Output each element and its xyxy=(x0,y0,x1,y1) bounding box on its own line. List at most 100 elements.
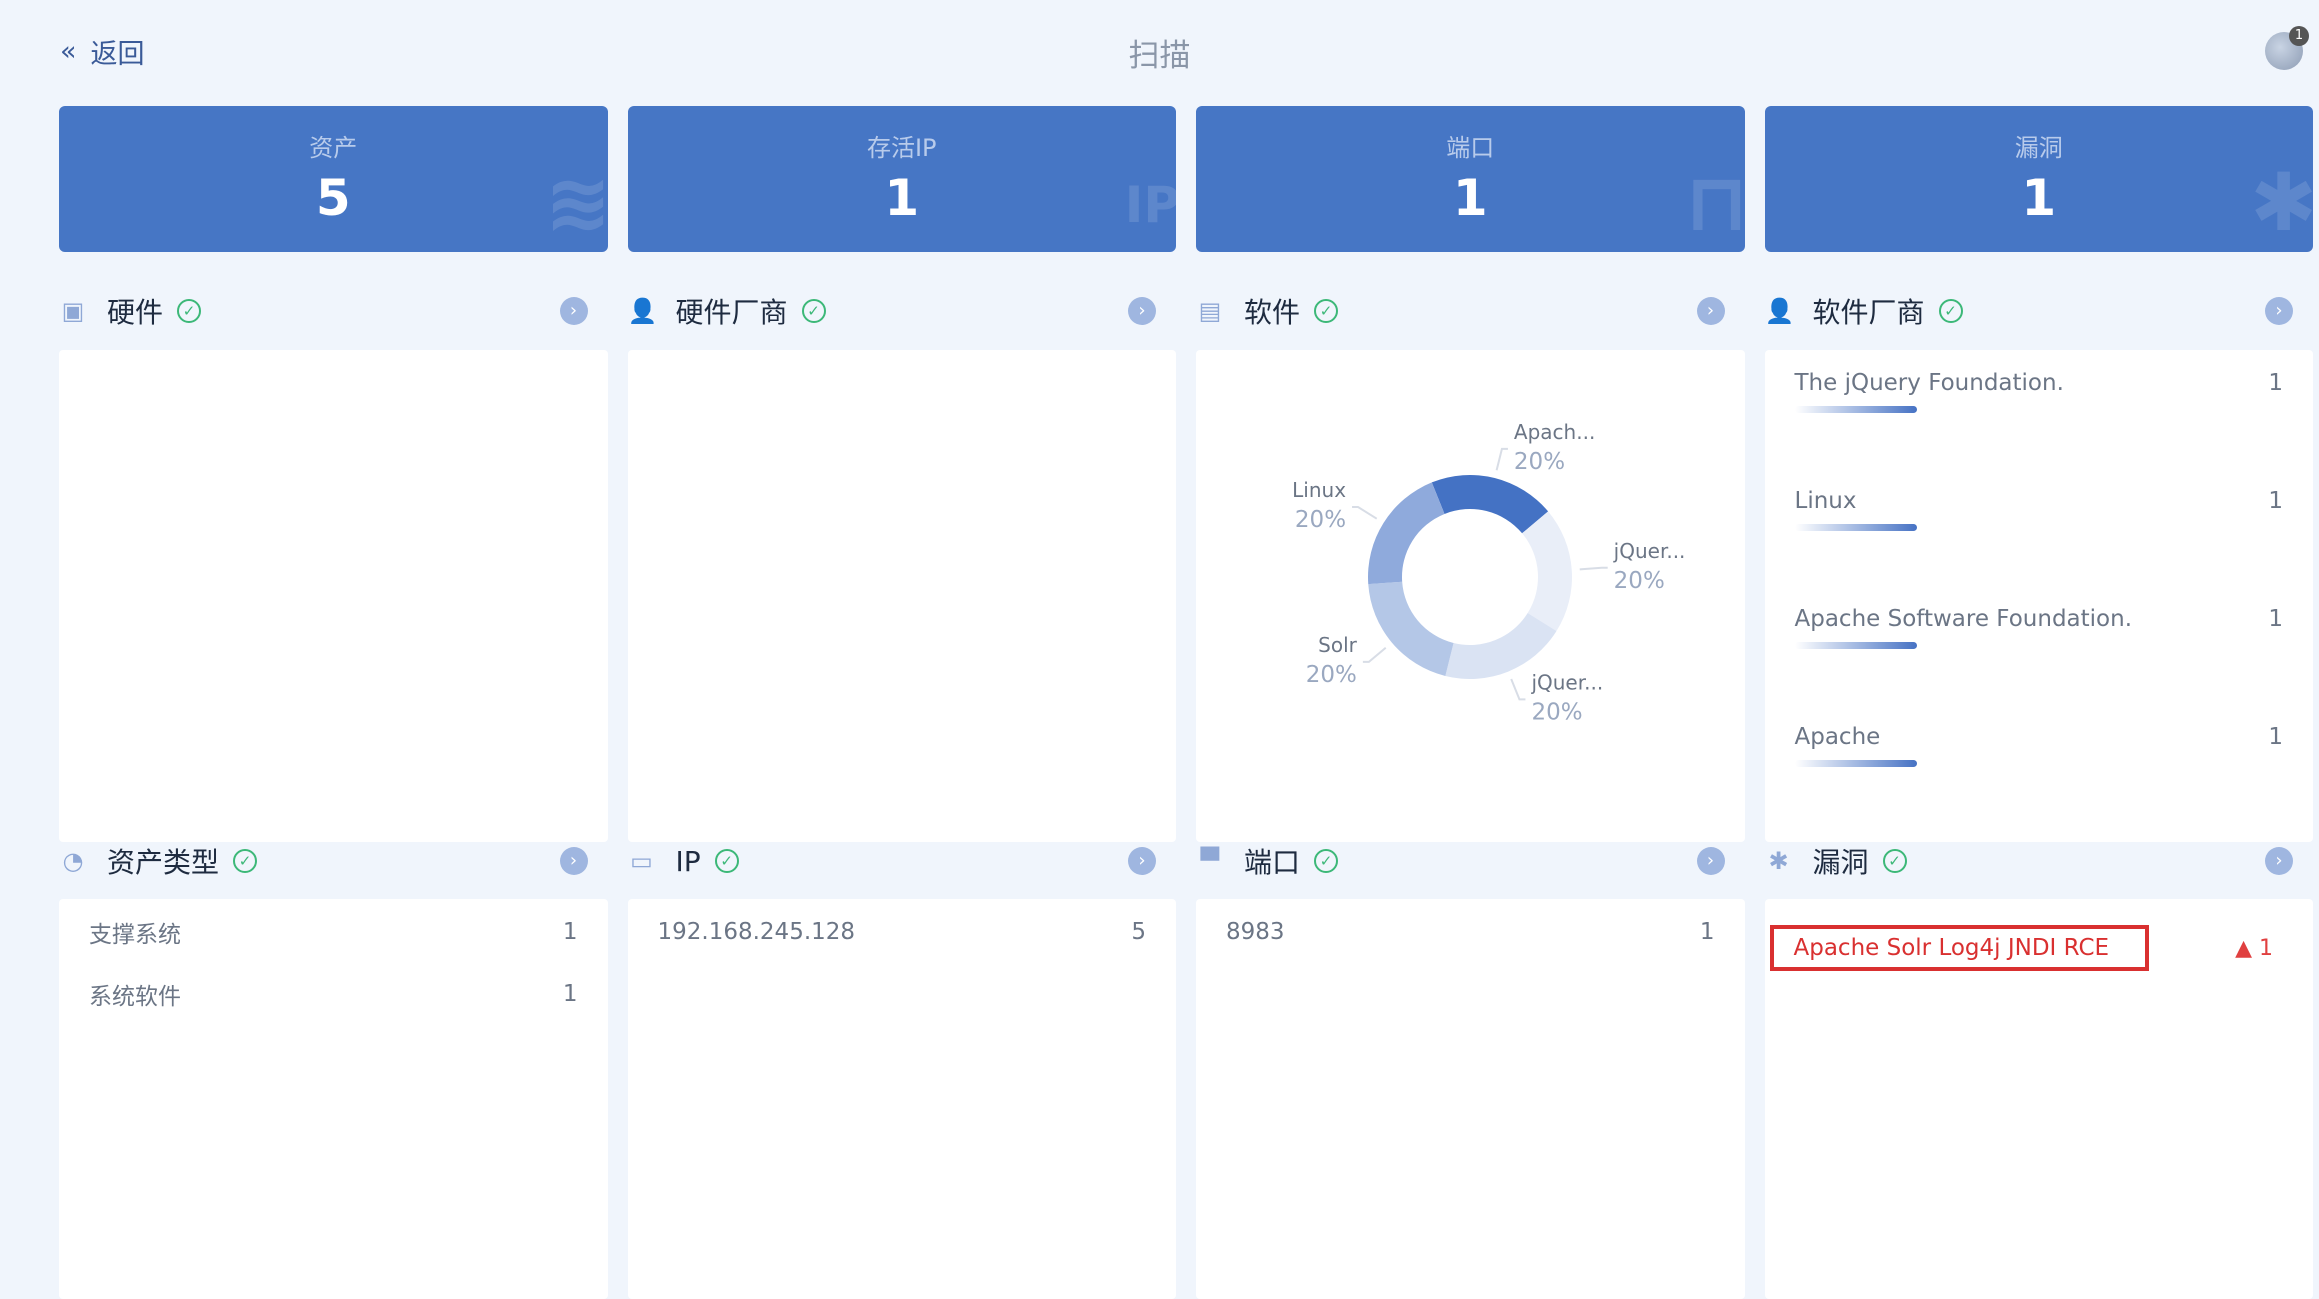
item-name: 8983 xyxy=(1226,919,1285,945)
check-circle-icon: ✓ xyxy=(1938,299,1963,323)
list-item[interactable]: Linux 1 xyxy=(1794,488,2283,606)
donut-slice[interactable] xyxy=(1431,475,1549,534)
double-chevron-left-icon: « xyxy=(60,36,77,67)
software-vendor-panel: The jQuery Foundation. 1 Linux 1 Apache So… xyxy=(1764,350,2313,842)
slice-label: 20% xyxy=(1514,449,1565,475)
top-bar: « 返回 扫描 1 xyxy=(0,0,2319,100)
list-item[interactable]: The jQuery Foundation. 1 xyxy=(1794,370,2283,488)
port-panel: 8983 1 xyxy=(1196,899,1745,1299)
notification-badge: 1 xyxy=(2289,26,2309,46)
header-vuln: ✱ 漏洞 ✓ › xyxy=(1765,841,2314,881)
slice-label: 20% xyxy=(1531,699,1582,725)
header-hardware-vendor: 👤 硬件厂商 ✓ › xyxy=(628,291,1177,331)
ip-pin-icon: IP xyxy=(1124,176,1176,234)
more-button[interactable]: › xyxy=(1128,297,1156,325)
monitor-icon: ▭ xyxy=(630,847,653,875)
panels-row-1: Apach... 20% jQuer... 20% jQuer... 20% Solr 20%… xyxy=(59,350,2313,842)
slice-label: 20% xyxy=(1614,568,1665,594)
stat-label: 漏洞 xyxy=(2014,134,2063,162)
vendor-name: The jQuery Foundation. xyxy=(1794,370,2064,396)
item-count: 1 xyxy=(562,919,578,945)
globe-icon[interactable]: 1 xyxy=(2265,26,2309,70)
stat-card-assets[interactable]: 资产 5 ≋ xyxy=(59,106,608,252)
stat-value: 1 xyxy=(1452,169,1488,227)
check-circle-icon: ✓ xyxy=(714,849,739,873)
slice-label: Linux xyxy=(1292,478,1346,502)
slice-label: jQuer... xyxy=(1530,670,1603,694)
section-title: 端口 xyxy=(1244,846,1301,879)
vendor-count: 1 xyxy=(2268,488,2283,514)
slice-label: 20% xyxy=(1306,662,1357,688)
check-circle-icon: ✓ xyxy=(177,299,202,323)
more-button[interactable]: › xyxy=(2265,297,2293,325)
label-line xyxy=(1510,678,1526,701)
list-item[interactable]: 系统软件 1 xyxy=(59,963,608,1025)
vendor-bar xyxy=(1794,406,1917,413)
section-headers-1: ▣ 硬件 ✓ › 👤 硬件厂商 ✓ › ▤ 软件 ✓ › 👤 软件厂商 ✓ › xyxy=(59,291,2313,331)
label-line xyxy=(1362,646,1387,663)
section-title: IP xyxy=(675,844,701,878)
vendor-name: Apache Software Foundation. xyxy=(1794,606,2133,632)
list-item[interactable]: 支撑系统 1 xyxy=(59,901,608,963)
donut-slice[interactable] xyxy=(1368,581,1454,676)
panels-row-2: 支撑系统 1 系统软件 1 192.168.245.128 5 8983 1 Apach… xyxy=(59,899,2313,1299)
donut-slice[interactable] xyxy=(1368,482,1445,585)
section-title: 软件 xyxy=(1244,296,1301,329)
header-port: ▀ 端口 ✓ › xyxy=(1196,841,1745,881)
vendor-name: Linux xyxy=(1794,488,1857,514)
donut-slice[interactable] xyxy=(1522,511,1572,632)
check-circle-icon: ✓ xyxy=(1882,849,1907,873)
more-button[interactable]: › xyxy=(1696,297,1725,325)
stat-card-live-ip[interactable]: 存活IP 1 IP xyxy=(627,106,1176,252)
ip-panel: 192.168.245.128 5 xyxy=(627,899,1177,1299)
list-item[interactable]: 8983 1 xyxy=(1196,901,1745,963)
stat-label: 资产 xyxy=(309,134,358,162)
vuln-count-wrap: ▲ 1 xyxy=(2235,936,2273,961)
label-line xyxy=(1495,447,1508,471)
pie-icon: ◔ xyxy=(62,847,84,875)
label-line xyxy=(1579,566,1608,571)
software-donut-chart: Apach... 20% jQuer... 20% jQuer... 20% Solr 20%… xyxy=(1292,420,1685,725)
back-label: 返回 xyxy=(90,39,145,70)
check-circle-icon: ✓ xyxy=(1314,849,1339,873)
bug-icon: ✱ xyxy=(2249,156,2313,249)
stats-row: 资产 5 ≋ 存活IP 1 IP 端口 1 ⊓ 漏洞 1 ✱ xyxy=(59,106,2313,252)
vendor-name: Apache xyxy=(1794,724,1881,750)
hardware-panel xyxy=(59,350,608,842)
stat-value: 1 xyxy=(884,169,920,227)
donut-slice[interactable] xyxy=(1445,613,1557,679)
more-button[interactable]: › xyxy=(2265,847,2293,875)
vuln-name[interactable]: Apache Solr Log4j JNDI RCE xyxy=(1769,925,2150,971)
list-item[interactable]: Apache Software Foundation. 1 xyxy=(1794,606,2283,724)
item-count: 5 xyxy=(1131,919,1146,945)
stat-card-ports[interactable]: 端口 1 ⊓ xyxy=(1196,106,1745,252)
check-circle-icon: ✓ xyxy=(233,849,258,873)
more-button[interactable]: › xyxy=(1696,847,1725,875)
back-button[interactable]: « 返回 xyxy=(60,32,145,71)
vuln-count: 1 xyxy=(2259,935,2273,961)
list-item[interactable]: 192.168.245.128 5 xyxy=(628,901,1177,963)
vendor-bar xyxy=(1794,524,1917,531)
item-count: 1 xyxy=(1699,919,1715,945)
code-window-icon: ▤ xyxy=(1198,297,1222,325)
warning-icon: ▲ xyxy=(2235,935,2259,961)
vuln-panel: Apache Solr Log4j JNDI RCE ▲ 1 xyxy=(1764,899,2314,1299)
stat-label: 存活IP xyxy=(866,134,937,162)
section-title: 资产类型 xyxy=(107,846,220,879)
list-item[interactable]: Apache Solr Log4j JNDI RCE ▲ 1 xyxy=(1769,925,2314,971)
item-name: 支撑系统 xyxy=(89,922,181,948)
vendor-bar xyxy=(1794,642,1917,649)
hardware-vendor-panel xyxy=(627,350,1176,842)
more-button[interactable]: › xyxy=(559,297,588,325)
list-item[interactable]: Apache 1 xyxy=(1794,724,2283,842)
slice-label: Apach... xyxy=(1514,420,1595,444)
more-button[interactable]: › xyxy=(559,847,588,875)
header-software: ▤ 软件 ✓ › xyxy=(1196,291,1745,331)
stat-value: 5 xyxy=(315,169,351,227)
check-circle-icon: ✓ xyxy=(801,299,826,323)
more-button[interactable]: › xyxy=(1128,847,1156,875)
label-line xyxy=(1352,506,1378,520)
stat-card-vulns[interactable]: 漏洞 1 ✱ xyxy=(1764,106,2313,252)
section-title: 硬件厂商 xyxy=(675,296,788,329)
asset-type-panel: 支撑系统 1 系统软件 1 xyxy=(59,899,608,1299)
